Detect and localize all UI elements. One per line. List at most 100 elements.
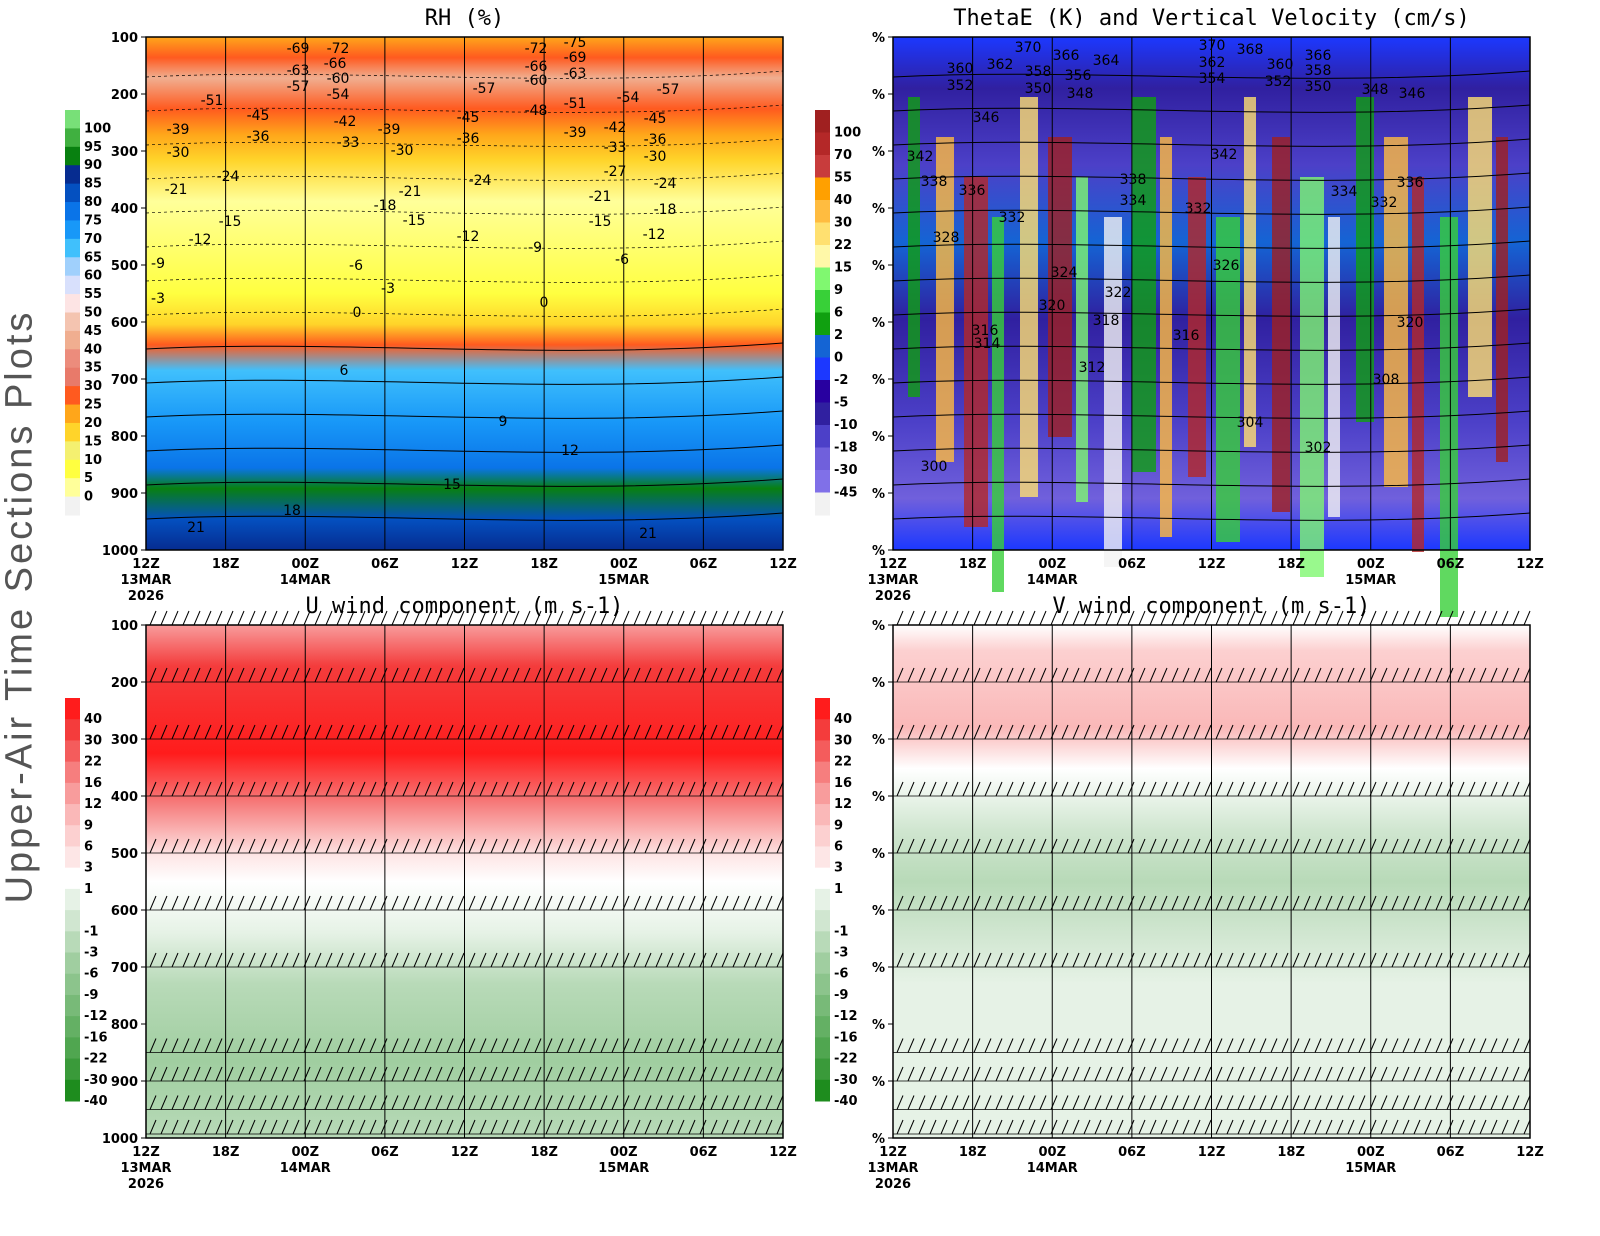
wind-barb [1193,1038,1201,1053]
contour-label: -66 [324,56,347,72]
wind-barb [1468,781,1476,797]
wind-barb [402,838,410,854]
vv-column [1188,177,1206,477]
wind-barb [424,1095,432,1110]
wind-barb [1138,895,1146,911]
y-tick-label: % [872,202,885,217]
wind-barb [1314,724,1322,740]
wind-barb [688,1038,696,1053]
wind-barb [413,781,421,797]
wind-barb [1039,1119,1047,1135]
colorbar-label: 22 [834,238,852,253]
wind-barb [1501,1038,1509,1053]
colorbar-swatch [815,1058,830,1081]
colorbar-swatch [815,177,830,201]
wind-barb [259,1095,267,1110]
colorbar-swatch [815,1079,830,1102]
wind-barb [973,667,981,683]
wind-barb [940,838,948,854]
wind-barb [314,610,322,626]
wind-barb [1204,610,1212,626]
wind-barb [248,952,256,968]
wind-barb [402,1066,410,1082]
wind-barb [1006,781,1014,797]
wind-barb [171,838,179,854]
wind-barb [347,1095,355,1110]
colorbar-swatch [65,804,80,826]
wind-barb [545,610,553,626]
y-tick-label: % [872,31,885,46]
wind-barb [556,1095,564,1110]
colorbar-label: 15 [84,434,102,449]
wind-barb [666,895,674,911]
time-tick-label: 00Z [1357,557,1385,572]
wind-barb [347,1038,355,1053]
wind-barb [1424,1095,1432,1110]
wind-barb [1347,1095,1355,1110]
wind-barb [644,724,652,740]
colorbar-label: -16 [84,1030,108,1045]
colorbar-label: 6 [834,839,843,854]
wind-barb [226,838,234,854]
wind-barb [336,667,344,683]
wind-barb [666,1095,674,1110]
wind-barb [193,781,201,797]
wind-barb [589,724,597,740]
wind-barb [1226,1119,1234,1135]
wind-barb [984,724,992,740]
y-tick-label: % [872,430,885,445]
contour-label: -57 [287,79,310,95]
wind-barb [336,1066,344,1082]
contour-label: -12 [189,232,212,248]
wind-barb [1171,895,1179,911]
wind-barb [380,895,388,911]
wind-barb [523,1066,531,1082]
wind-barb [1149,667,1157,683]
wind-barb [292,1095,300,1110]
wind-barb [1391,838,1399,854]
wind-barb [611,838,619,854]
wind-barb [918,1038,926,1053]
wind-barb [325,952,333,968]
wind-barb [1358,1066,1366,1082]
contour-label: -21 [165,182,188,198]
contour-line [145,512,784,521]
wind-barb [534,1038,542,1053]
wind-barb [1468,838,1476,854]
wind-barb [1413,1066,1421,1082]
wind-barb [622,781,630,797]
wind-barb [1039,781,1047,797]
contour-labels: -69 -72-63 -66-57 -60-54-51-45 -42-39 -36 -33-… [145,35,784,542]
wind-barb [1182,838,1190,854]
colorbar-label: -5 [834,396,848,411]
wind-barb [567,1038,575,1053]
colorbar-label: 22 [834,755,852,770]
wind-barb [655,1095,663,1110]
wind-barb [600,1038,608,1053]
wind-barb [754,895,762,911]
wind-barb [182,724,190,740]
wind-barb [171,667,179,683]
wind-barb [1050,952,1058,968]
colorbar-swatch [815,867,830,890]
wind-barb [1248,724,1256,740]
wind-barb [259,838,267,854]
contour-label: -24 [654,176,677,192]
vv-column [1496,137,1508,462]
wind-barb [1237,781,1245,797]
wind-barb [1369,667,1377,683]
wind-barb [589,781,597,797]
wind-barb [182,667,190,683]
wind-barb [358,724,366,740]
wind-barb [545,1095,553,1110]
wind-barb [1303,1095,1311,1110]
colorbar-label: -30 [834,463,858,478]
wind-barb [237,1038,245,1053]
wind-barb [589,667,597,683]
contour-label: 332 [999,210,1026,226]
wind-barb [1204,1066,1212,1082]
wind-barb [1193,1095,1201,1110]
contour-label: 336 [1397,175,1424,191]
wind-barb [314,667,322,683]
colorbar-swatch [65,110,80,129]
